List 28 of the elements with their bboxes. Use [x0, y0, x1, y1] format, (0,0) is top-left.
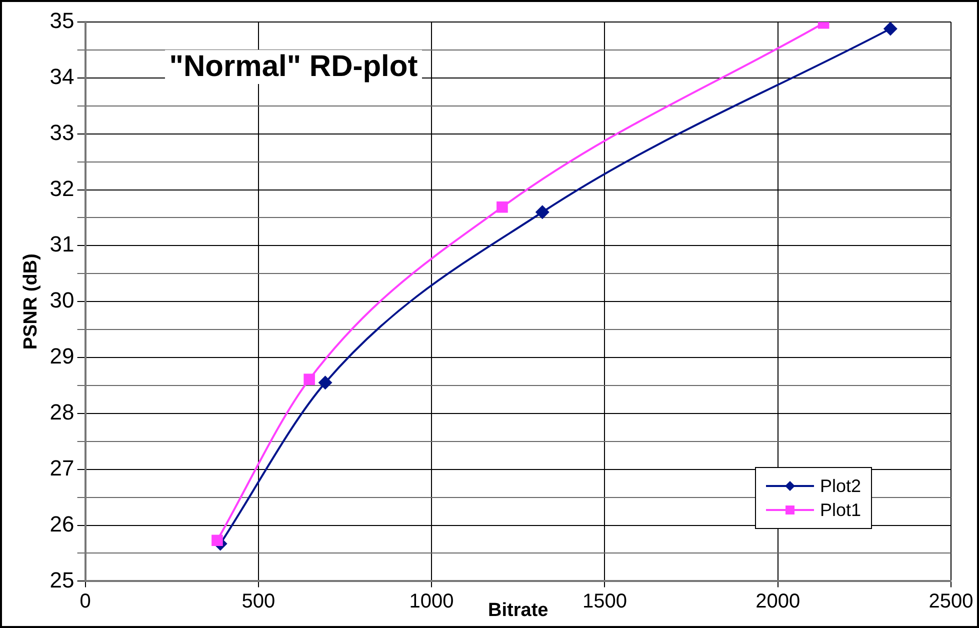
y-tick-label: 26	[50, 511, 74, 536]
y-tick-label: 33	[50, 120, 74, 145]
x-tick-label: 0	[80, 590, 91, 613]
legend-label: Plot2	[820, 476, 861, 497]
legend-label: Plot1	[820, 500, 861, 521]
point	[535, 205, 550, 220]
x-tick-label: 2000	[756, 590, 800, 613]
y-axis-title: PSNR (dB)	[20, 254, 42, 350]
y-tick-label: 29	[50, 344, 74, 369]
y-tick-label: 27	[50, 455, 74, 480]
y-tick-label: 25	[50, 567, 74, 592]
y-tick-label: 28	[50, 400, 74, 425]
point	[318, 376, 332, 390]
x-axis-title: Bitrate	[488, 600, 548, 621]
y-tick-label: 35	[50, 8, 74, 34]
point	[883, 22, 898, 36]
text: "Normal" RD-plot	[165, 50, 422, 84]
y-tick-label: 31	[50, 232, 74, 257]
point	[496, 201, 508, 213]
y-tick-label: 30	[50, 288, 74, 313]
y-tick-label: 34	[50, 64, 74, 89]
x-tick-label: 500	[242, 590, 276, 613]
point	[304, 374, 315, 385]
point	[212, 534, 223, 546]
x-tick-label: 1000	[409, 590, 454, 613]
y-tick-label: 32	[50, 176, 74, 201]
x-tick-label: 2500	[928, 590, 974, 613]
x-tick-label: 1500	[582, 590, 627, 613]
